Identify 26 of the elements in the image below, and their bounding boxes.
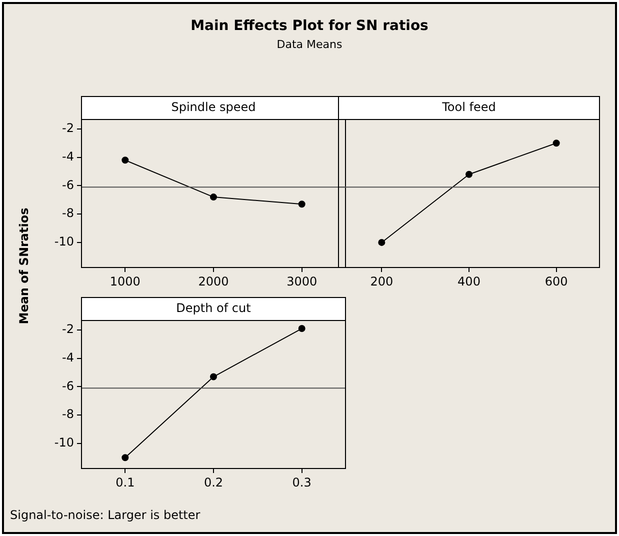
x-tick-label: 3000 [286, 274, 318, 288]
text: Signal-to-noise: Larger is better [10, 508, 200, 522]
chart-title: Main Effects Plot for SN ratios [190, 18, 430, 34]
y-tick-label: -10 [54, 436, 74, 450]
x-axis-title: Tool feed [338, 96, 600, 119]
y-tick-label: -6 [62, 378, 74, 393]
y-tick-label: -8 [62, 407, 74, 422]
y-tick-label: -6 [62, 178, 74, 192]
y-tick-label: -4 [62, 149, 74, 164]
y-axis-title: Mean of SNratios [17, 208, 32, 324]
x-tick-label: 0.1 [116, 475, 135, 490]
x-tick-label: 600 [544, 274, 568, 288]
y-tick-label: -2 [62, 322, 74, 336]
y-tick-label: -2 [62, 121, 74, 136]
x-tick-label: 0.2 [204, 475, 224, 490]
x-tick-label: 1000 [110, 274, 140, 288]
y-tick-label: -4 [62, 350, 74, 364]
chart-subtitle: Data Means [276, 38, 344, 51]
x-axis-title: Spindle speed [81, 96, 346, 119]
x-tick-label: 0.3 [292, 475, 312, 490]
x-axis-title: Depth of cut [81, 297, 346, 320]
y-tick-label: -10 [54, 234, 74, 249]
x-tick-label: 400 [458, 274, 480, 288]
y-tick-label: -8 [62, 206, 74, 220]
x-tick-label: 2000 [198, 274, 229, 288]
x-tick-label: 200 [370, 274, 394, 288]
